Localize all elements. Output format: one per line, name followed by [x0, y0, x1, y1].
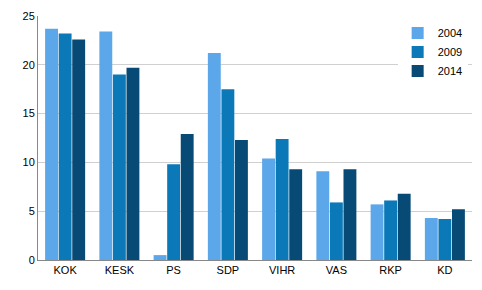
svg-text:2009: 2009	[438, 46, 462, 58]
svg-text:2004: 2004	[438, 27, 462, 39]
svg-text:PS: PS	[166, 264, 181, 276]
svg-text:KD: KD	[437, 264, 452, 276]
svg-text:VAS: VAS	[326, 264, 347, 276]
svg-text:SDP: SDP	[217, 264, 240, 276]
svg-text:RKP: RKP	[379, 264, 402, 276]
svg-text:5: 5	[29, 205, 35, 217]
svg-text:2014: 2014	[438, 65, 462, 77]
svg-text:KOK: KOK	[54, 264, 78, 276]
svg-text:25: 25	[23, 10, 35, 22]
svg-text:VIHR: VIHR	[269, 264, 295, 276]
svg-text:20: 20	[23, 59, 35, 71]
svg-text:15: 15	[23, 107, 35, 119]
svg-text:10: 10	[23, 156, 35, 168]
svg-text:0: 0	[29, 254, 35, 266]
svg-text:KESK: KESK	[105, 264, 135, 276]
